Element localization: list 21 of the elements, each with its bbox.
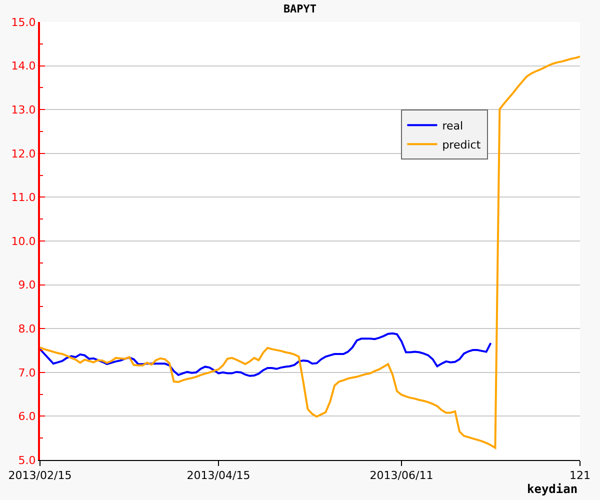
y-tick-label: 13.0 (11, 103, 36, 116)
x-tick-label: 2013/02/15 (8, 469, 72, 482)
y-tick-label: 15.0 (11, 16, 36, 29)
x-tick-label: 2013/04/15 (186, 469, 250, 482)
y-tick-label: 9.0 (18, 278, 36, 292)
chart-title: BAPYT (283, 2, 317, 16)
y-tick-label: 11.0 (11, 191, 36, 204)
y-tick-label: 6.0 (18, 410, 36, 424)
line-series (40, 56, 580, 449)
y-tick-label: 8.0 (18, 322, 36, 336)
y-tick-label: 5.0 (18, 454, 36, 467)
y-tick-label: 7.0 (18, 366, 36, 380)
x-axis-title: keydian (527, 482, 578, 496)
y-tick-label: 10.0 (11, 234, 36, 248)
y-tick-label: 12.0 (11, 147, 36, 160)
legend-label: predict (442, 138, 482, 152)
y-tick-label: 14.0 (11, 60, 36, 73)
x-tick-label: 2013/06/11 (370, 469, 434, 482)
line-series (40, 332, 492, 377)
x-tick-label: 121 (570, 469, 590, 482)
legend-label: real (442, 119, 464, 132)
